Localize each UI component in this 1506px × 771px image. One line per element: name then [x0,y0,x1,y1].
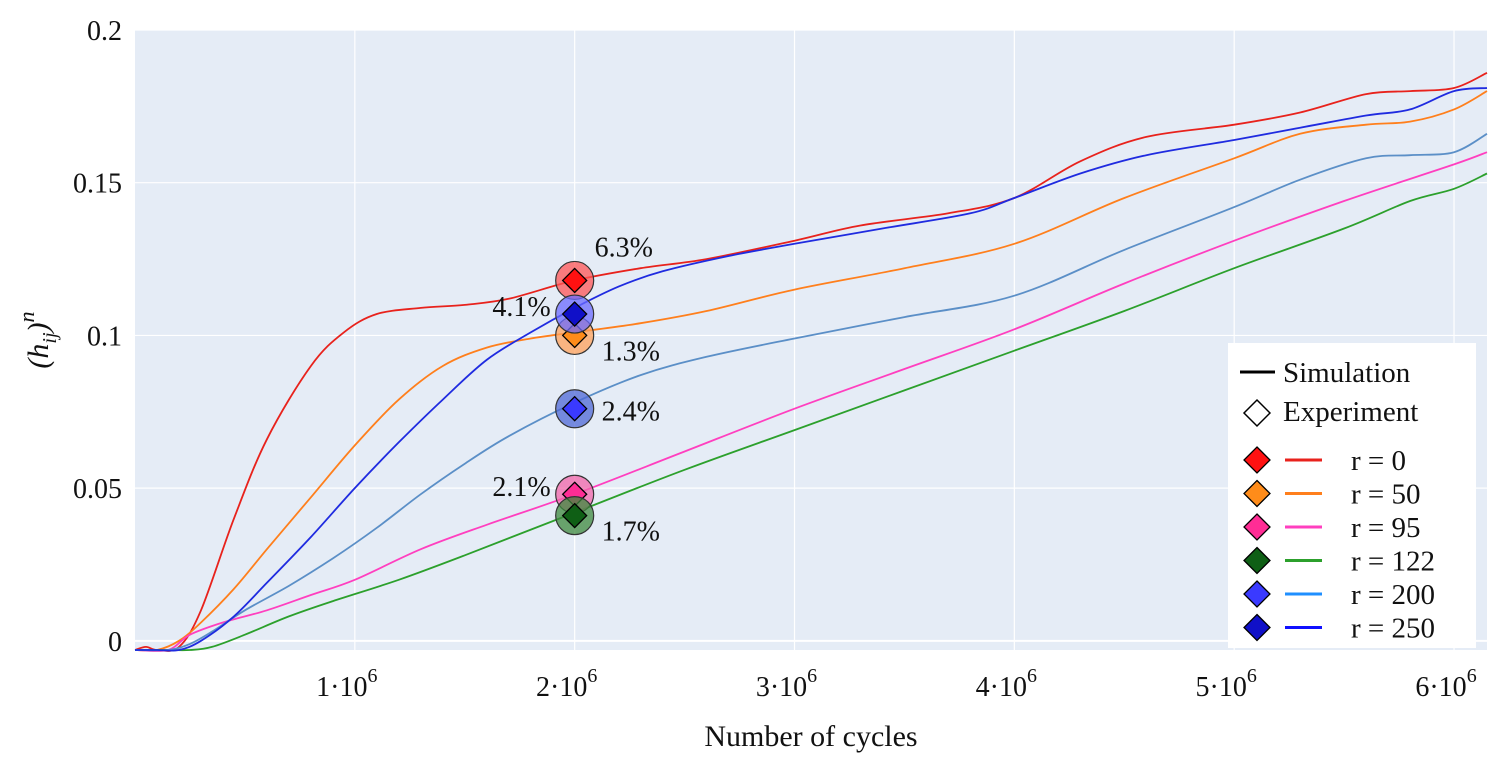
x-tick-label: 2·106 [536,665,597,703]
legend-label-r-95: r = 95 [1351,512,1421,544]
experiment-error-label-r-95: 2.1% [492,472,550,503]
series-line-r-50 [134,90,1488,652]
experiment-error-label-r-0: 6.3% [595,232,653,263]
y-tick-label: 0.1 [87,321,122,352]
x-tick-label: 1·106 [316,665,377,703]
legend-marker-r-122 [1243,546,1271,575]
x-tick-label: 3·106 [756,665,817,703]
x-axis-ticks: 1·106 2·106 3·106 4·106 5·106 6·106 [316,665,1477,703]
experiment-layer: 6.3% 1.3% 2.1% 1.7% 2.4% 4.1% [492,232,660,547]
series-line-r-250 [134,87,1488,652]
legend-marker-r-250 [1243,613,1271,642]
series-line-r-0 [134,71,1488,652]
legend-experiment-diamond-icon [1242,398,1272,428]
y-tick-label: 0.2 [87,16,122,47]
legend-marker-r-95 [1243,513,1271,541]
legend-label-r-200: r = 200 [1351,579,1435,611]
series-line-r-95 [134,151,1488,652]
legend-label-r-0: r = 0 [1351,445,1406,477]
y-tick-label: 0.15 [73,169,122,200]
experiment-point-r-122 [561,502,588,529]
x-tick-label: 6·106 [1415,665,1476,703]
y-tick-label: 0.05 [73,474,122,505]
legend-marker-r-50 [1243,479,1271,508]
experiment-point-r-200 [561,395,588,422]
legend-box [1228,343,1476,648]
series-line-r-122 [134,172,1488,652]
legend-marker-r-200 [1243,580,1271,608]
x-tick-label: 5·106 [1196,665,1257,703]
legend-simulation-label: Simulation [1283,357,1411,389]
legend-marker-r-0 [1243,446,1271,474]
experiment-point-r-250 [561,301,588,327]
y-tick-label: 0 [108,627,122,658]
legend-label-r-50: r = 50 [1351,479,1421,511]
series-layer [134,71,1488,652]
x-tick-label: 4·106 [976,665,1037,703]
experiment-point-r-0 [561,267,588,294]
legend-label-r-250: r = 250 [1351,613,1435,645]
legend: Simulation Experiment r = 0r = 50r = 95r… [1228,343,1476,648]
legend-label-r-122: r = 122 [1351,546,1435,578]
experiment-error-label-r-50: 1.3% [602,336,660,367]
x-axis-title: Number of cycles [704,720,917,753]
y-axis-ticks: 0 0.05 0.1 0.15 0.2 [73,16,122,658]
experiment-error-label-r-200: 2.4% [602,397,660,428]
y-axis-title: (hij)n [14,311,61,368]
series-line-r-200 [134,133,1488,652]
experiment-error-label-r-122: 1.7% [602,517,660,548]
experiment-error-label-r-250: 4.1% [492,292,550,323]
legend-experiment-label: Experiment [1283,396,1418,428]
